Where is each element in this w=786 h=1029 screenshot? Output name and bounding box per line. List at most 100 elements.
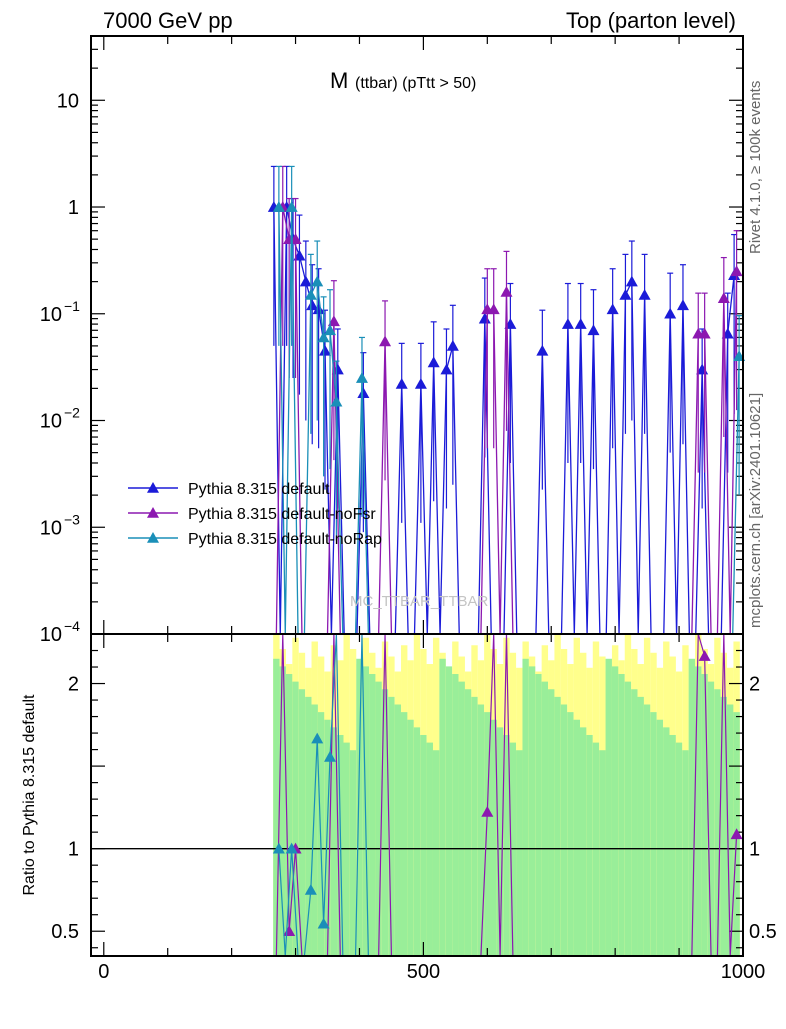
- ratio-band-green: [305, 696, 312, 956]
- data-point: [427, 356, 440, 368]
- ratio-band-green: [663, 727, 670, 956]
- ratio-band-green: [650, 712, 657, 956]
- ratio-band-green: [701, 674, 708, 956]
- ratio-data-point: [324, 750, 337, 762]
- plot-title-sub: (ttbar) (pTtt > 50): [355, 75, 476, 92]
- ratio-band-green: [388, 696, 395, 956]
- data-point: [272, 201, 285, 212]
- ratio-y-tick-label: 1: [749, 839, 760, 861]
- ratio-uncertainty-bands: [273, 634, 740, 956]
- ratio-plot-axes: 0 500 1000 2 2 1 1 0.5 0.5: [51, 633, 777, 983]
- data-point: [730, 265, 743, 277]
- ratio-band-green: [727, 704, 734, 956]
- ratio-y-tick-label: 0.5: [749, 921, 777, 943]
- ratio-y-tick-label: 2: [749, 674, 760, 696]
- ratio-band-green: [349, 750, 357, 956]
- ratio-band-green: [356, 658, 363, 956]
- data-point: [299, 275, 312, 287]
- data-point: [440, 363, 453, 375]
- ratio-band-green: [407, 719, 414, 956]
- ratio-band-green: [618, 674, 625, 956]
- data-point: [319, 344, 332, 356]
- data-point: [638, 288, 651, 300]
- ratio-band-green: [324, 719, 331, 956]
- data-point: [357, 387, 370, 399]
- ratio-band-green: [554, 696, 561, 956]
- ratio-band-green: [586, 734, 593, 956]
- data-point: [285, 201, 298, 212]
- data-point: [414, 377, 427, 389]
- ratio-band-green: [484, 712, 491, 956]
- x-tick-label: 0: [98, 961, 109, 983]
- ratio-band-green: [682, 750, 689, 956]
- ratio-band-green: [381, 689, 389, 956]
- ratio-y-tick-label: 0.5: [51, 921, 79, 943]
- data-point: [587, 324, 600, 336]
- ratio-band-green: [298, 689, 306, 956]
- data-point: [698, 327, 711, 339]
- ratio-band-green: [401, 712, 408, 956]
- ratio-band-green: [394, 704, 402, 956]
- legend-marker: [147, 532, 159, 543]
- data-point: [355, 372, 368, 383]
- data-point: [395, 377, 408, 389]
- ratio-band-green: [541, 681, 549, 956]
- rivet-version-label: Rivet 4.1.0, ≥ 100k events: [747, 81, 764, 254]
- ratio-band-green: [273, 658, 280, 956]
- ratio-band-green: [573, 719, 580, 956]
- data-point: [327, 315, 340, 327]
- data-point: [311, 275, 324, 287]
- y-tick-exponent: −4: [64, 618, 80, 634]
- ratio-band-green: [503, 734, 510, 956]
- plot-title-main: M: [330, 68, 348, 93]
- ratio-band-green: [439, 658, 446, 956]
- ratio-data-point: [698, 650, 711, 661]
- data-point: [664, 307, 677, 319]
- ratio-band-green: [548, 689, 555, 956]
- ratio-band-green: [707, 681, 715, 956]
- data-point: [324, 324, 337, 336]
- data-point: [500, 285, 513, 297]
- legend-marker: [147, 482, 159, 493]
- ratio-band-green: [432, 750, 440, 956]
- ratio-band-green: [369, 674, 376, 956]
- y-tick-label: 10: [57, 90, 79, 112]
- ratio-band-green: [605, 658, 612, 956]
- main-plot-series: [267, 165, 746, 635]
- legend-marker: [147, 507, 159, 518]
- ratio-band-green: [471, 696, 478, 956]
- ratio-band-green: [285, 674, 293, 956]
- ratio-band-green: [413, 727, 421, 956]
- data-point: [619, 288, 632, 300]
- ratio-data-point: [304, 883, 317, 895]
- ratio-band-green: [420, 734, 427, 956]
- data-point: [606, 303, 619, 315]
- ratio-band-green: [720, 696, 728, 956]
- ratio-y-axis-label: Ratio to Pythia 8.315 default: [21, 694, 38, 896]
- data-point: [317, 331, 330, 343]
- y-tick-label: 10: [40, 624, 62, 646]
- ratio-data-point: [285, 842, 298, 854]
- ratio-band-green: [611, 666, 619, 956]
- ratio-band-green: [695, 666, 702, 956]
- ratio-band-green: [292, 681, 299, 956]
- ratio-band-green: [714, 689, 721, 956]
- ratio-band-green: [528, 666, 536, 956]
- ratio-plot-frame: [90, 633, 744, 957]
- ratio-band-green: [522, 658, 529, 956]
- ratio-band-green: [311, 704, 318, 956]
- ratio-band-green: [669, 734, 676, 956]
- ratio-band-green: [458, 681, 465, 956]
- ratio-data-point: [481, 805, 494, 817]
- header-right: Top (parton level): [566, 8, 736, 33]
- ratio-band-green: [375, 681, 382, 956]
- ratio-data-point: [311, 732, 324, 744]
- ratio-data-point: [317, 917, 330, 929]
- ratio-band-green: [496, 727, 504, 956]
- y-tick-label: 10: [40, 411, 62, 433]
- data-point: [330, 395, 343, 407]
- ratio-band-green: [688, 658, 696, 956]
- ratio-band-green: [631, 689, 638, 956]
